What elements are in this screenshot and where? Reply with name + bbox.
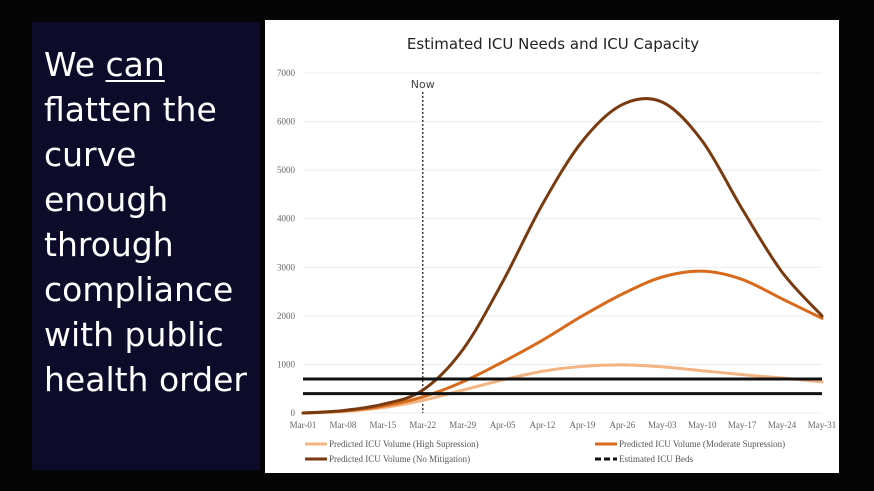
headline-line: health order — [44, 360, 247, 399]
legend-label: Predicted ICU Volume (Moderate Supressio… — [619, 439, 785, 449]
x-tick-label: May-17 — [728, 420, 757, 430]
y-tick-label: 2000 — [277, 311, 296, 321]
y-tick-label: 7000 — [277, 68, 296, 78]
y-tick-label: 1000 — [277, 359, 296, 369]
chart-panel: Estimated ICU Needs and ICU Capacity 0 10… — [265, 20, 839, 473]
x-tick-label: Apr-12 — [530, 420, 556, 430]
x-tick-label: Mar-01 — [290, 420, 317, 430]
y-tick-label: 4000 — [277, 214, 296, 224]
headline-line: through — [44, 225, 174, 264]
series-line-0 — [301, 363, 824, 415]
series-line-2 — [301, 97, 824, 415]
series-lines — [301, 97, 824, 415]
x-tick-label: Apr-05 — [490, 420, 516, 430]
x-tick-label: Apr-19 — [570, 420, 596, 430]
grid-lines — [303, 72, 822, 414]
headline-line: compliance — [44, 270, 234, 309]
series-line-1 — [301, 269, 824, 415]
chart-title: Estimated ICU Needs and ICU Capacity — [407, 35, 699, 53]
y-tick-label: 0 — [291, 408, 296, 418]
headline-line: with public — [44, 315, 224, 354]
now-label: Now — [411, 78, 435, 91]
x-tick-label: Mar-15 — [369, 420, 396, 430]
headline-line: flatten the — [44, 90, 217, 129]
legend-label: Predicted ICU Volume (No Mitigation) — [329, 454, 470, 464]
x-tick-label: May-10 — [688, 420, 717, 430]
legend-label: Predicted ICU Volume (High Supression) — [329, 439, 479, 449]
headline-line-1: We can — [44, 42, 259, 87]
x-tick-label: Mar-08 — [330, 420, 357, 430]
now-marker: Now — [411, 78, 435, 413]
y-tick-labels: 0 1000 2000 3000 4000 5000 6000 7000 — [277, 68, 296, 418]
headline-line: curve — [44, 135, 137, 174]
headline-line: enough — [44, 180, 169, 219]
x-tick-labels: Mar-01 Mar-08 Mar-15 Mar-22 Mar-29 Apr-05 Apr-… — [290, 420, 837, 430]
headline-panel — [32, 22, 260, 470]
legend-label: Estimated ICU Beds — [619, 454, 693, 464]
icu-line-chart: Estimated ICU Needs and ICU Capacity 0 10… — [277, 35, 837, 464]
headline-text: We can flatten the curve enough through … — [44, 42, 259, 402]
x-tick-label: May-24 — [768, 420, 797, 430]
headline-prefix: We — [44, 45, 106, 84]
x-tick-label: May-31 — [808, 420, 837, 430]
x-tick-label: May-03 — [648, 420, 677, 430]
x-tick-label: Mar-29 — [449, 420, 476, 430]
chart-legend: Predicted ICU Volume (High Supression) Pr… — [305, 439, 785, 464]
y-tick-label: 3000 — [277, 262, 296, 272]
y-tick-label: 6000 — [277, 117, 296, 127]
x-tick-label: Apr-26 — [609, 420, 635, 430]
headline-underlined-word: can — [105, 45, 165, 84]
x-tick-label: Mar-22 — [409, 420, 436, 430]
y-tick-label: 5000 — [277, 165, 296, 175]
